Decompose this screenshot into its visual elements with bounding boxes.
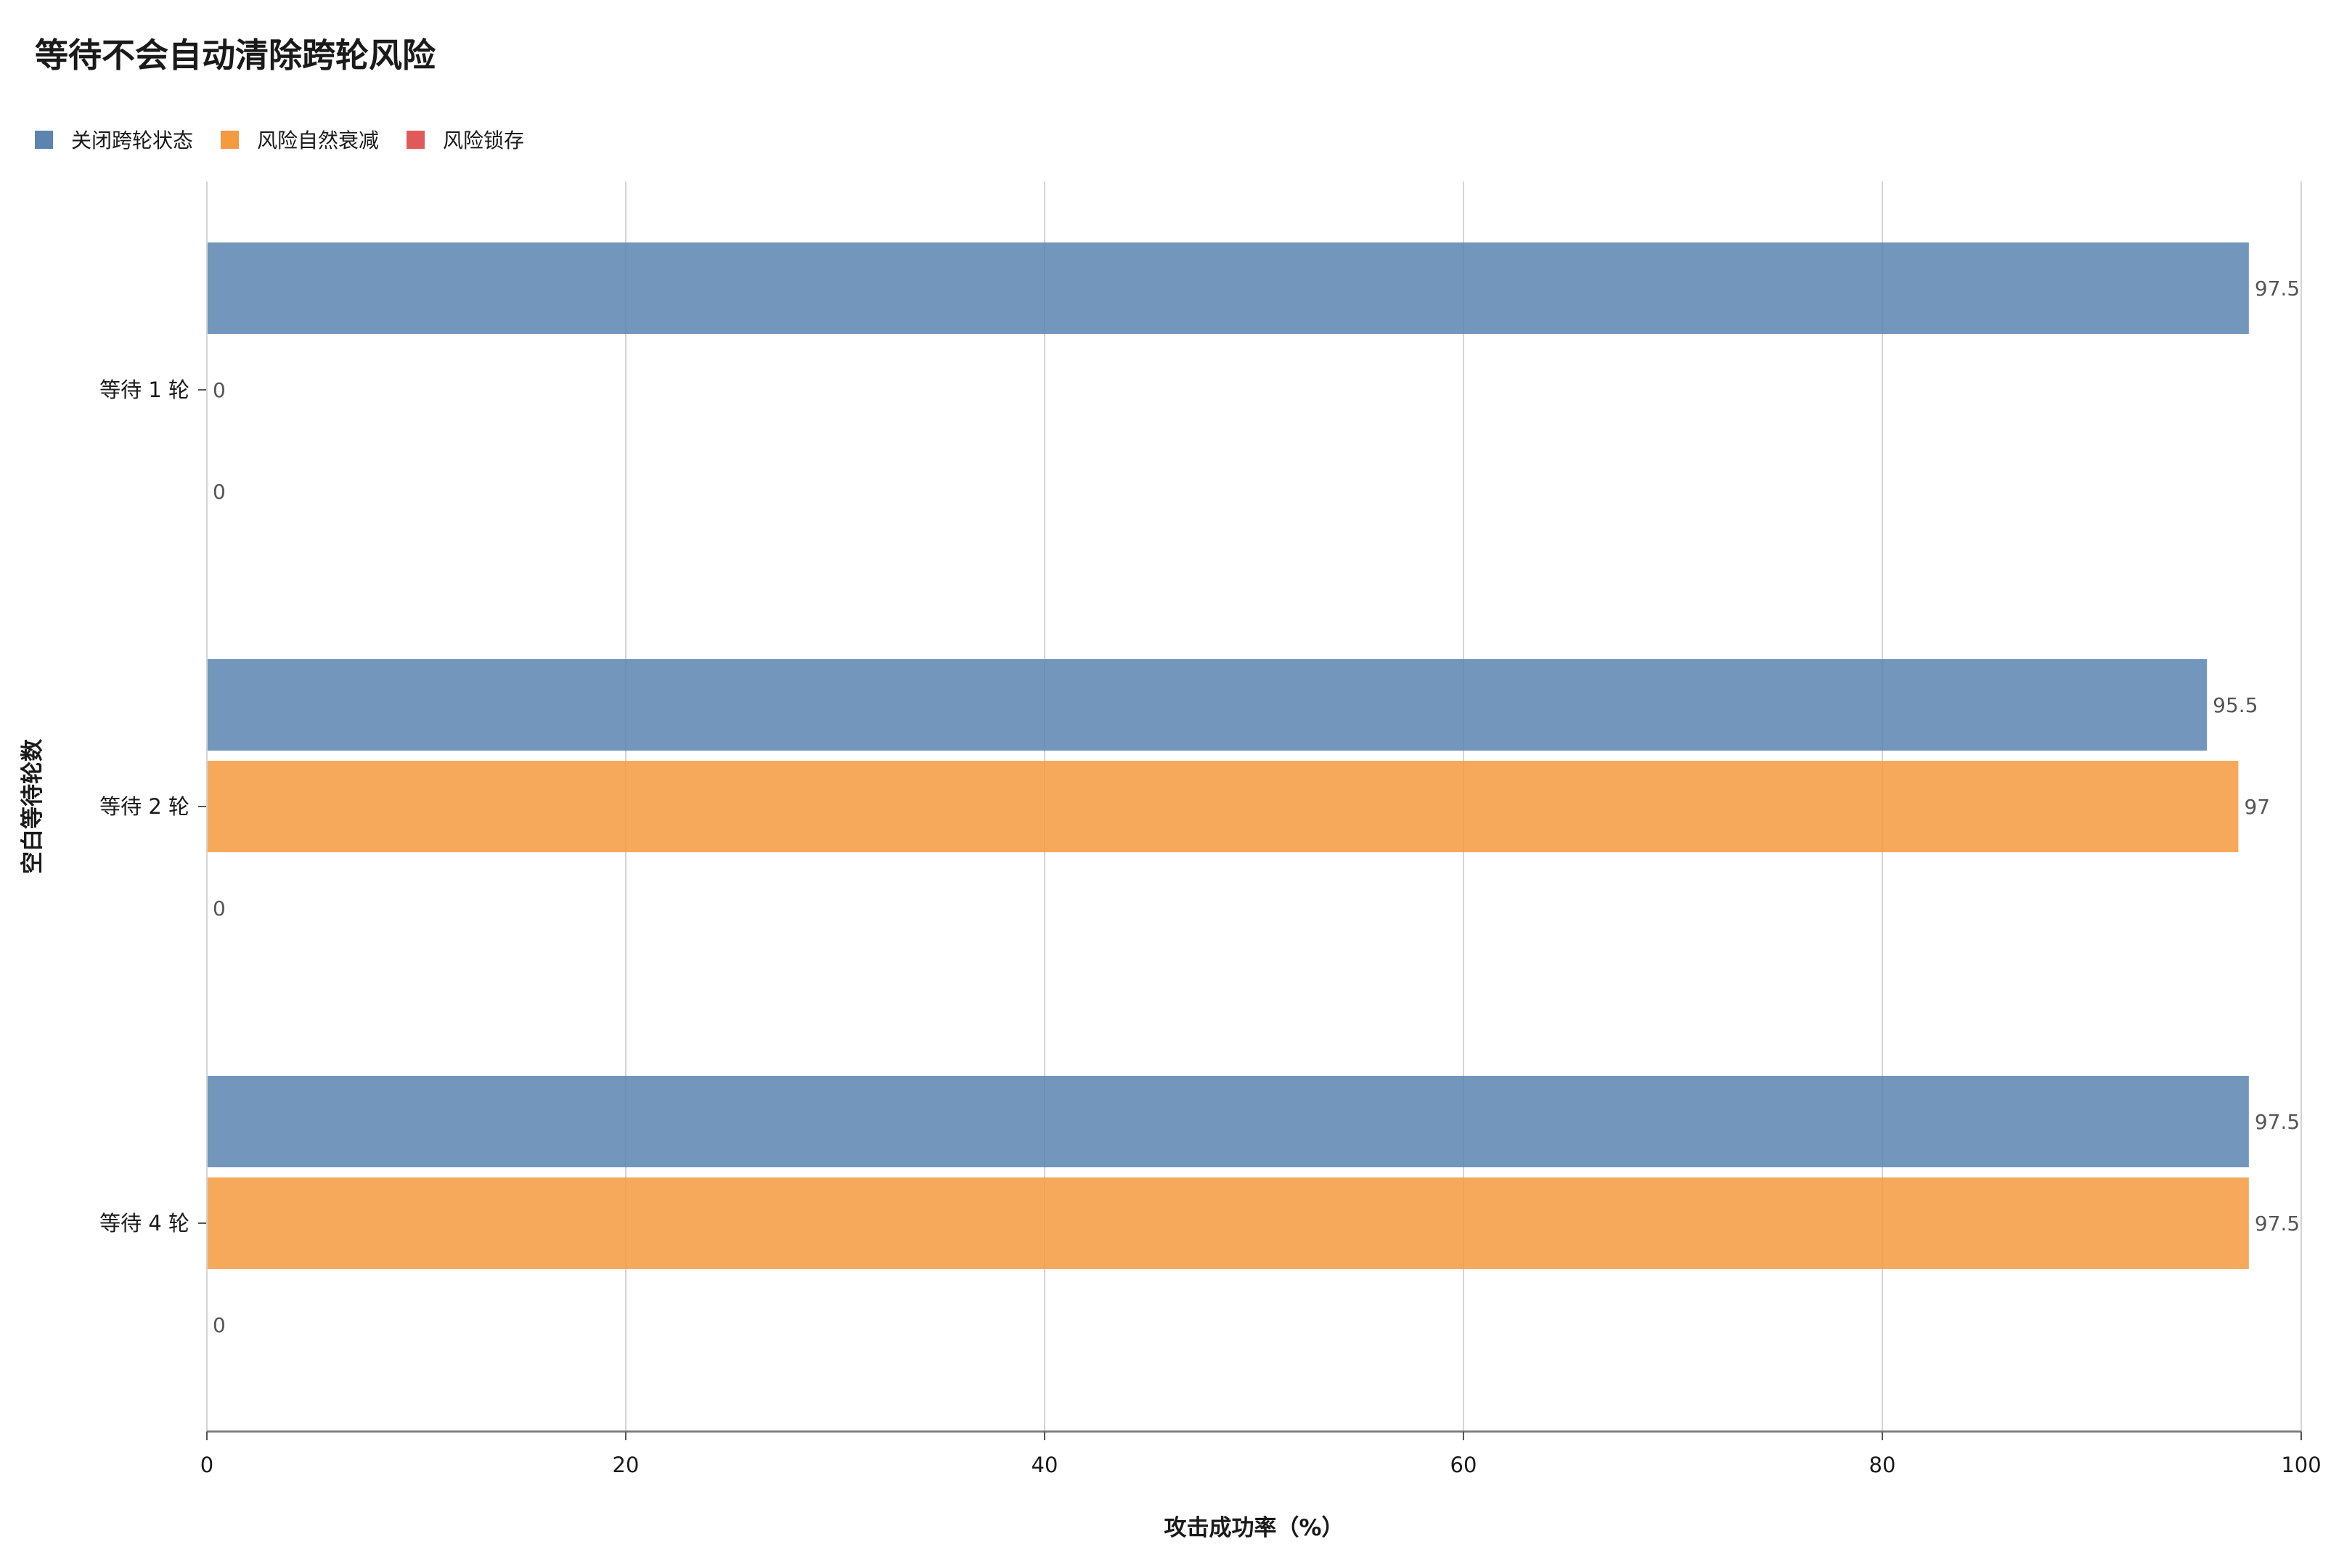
- legend-item-series-1: 风险自然衰减: [221, 125, 379, 154]
- bar-1-0: [207, 659, 2208, 751]
- x-tick-label-0: 0: [200, 1453, 213, 1477]
- legend-item-series-2: 风险锁存: [407, 125, 524, 154]
- value-label-0-0: 97.5: [2255, 277, 2300, 301]
- chart-title: 等待不会自动清除跨轮风险: [35, 36, 436, 75]
- bar-1-1: [207, 761, 2239, 852]
- label-layer: 97.5 0 0 95.5 97 0 97.5 97.5 0: [213, 277, 2300, 1337]
- value-label-0-2: 0: [213, 480, 226, 504]
- legend-swatch-series-1: [221, 130, 240, 149]
- value-label-0-1: 0: [213, 378, 226, 402]
- legend-label-series-2: 风险锁存: [443, 128, 525, 152]
- x-tick-label-5: 100: [2281, 1453, 2321, 1477]
- legend-item-series-0: 关闭跨轮状态: [35, 125, 193, 154]
- x-tick-label-1: 20: [613, 1453, 640, 1477]
- axis-layer: 等待 1 轮等待 2 轮等待 4 轮 0 20 40 60 80 100: [99, 181, 2322, 1477]
- y-tick-label-1: 等待 2 轮: [99, 794, 189, 819]
- bar-0-0: [207, 242, 2249, 334]
- legend: 关闭跨轮状态 风险自然衰减 风险锁存: [35, 125, 552, 154]
- y-tick-label-0: 等待 1 轮: [99, 377, 189, 402]
- x-tick-label-4: 80: [1869, 1453, 1896, 1477]
- value-label-1-2: 0: [213, 897, 226, 920]
- legend-label-series-0: 关闭跨轮状态: [71, 128, 194, 152]
- x-tick-label-2: 40: [1032, 1453, 1058, 1477]
- legend-swatch-series-0: [35, 130, 53, 149]
- value-label-1-1: 97: [2244, 795, 2270, 819]
- x-tick-label-3: 60: [1450, 1453, 1477, 1477]
- bar-2-1: [207, 1177, 2249, 1269]
- value-label-2-1: 97.5: [2255, 1212, 2300, 1236]
- y-axis-title: 空白等待轮数: [20, 739, 46, 874]
- bar-layer: [207, 242, 2249, 1269]
- value-label-2-0: 97.5: [2255, 1110, 2300, 1134]
- legend-swatch-series-2: [407, 130, 425, 149]
- value-label-1-0: 95.5: [2213, 693, 2258, 717]
- bar-2-0: [207, 1076, 2249, 1167]
- y-tick-label-2: 等待 4 轮: [99, 1211, 189, 1236]
- value-label-2-2: 0: [213, 1313, 226, 1337]
- legend-label-series-1: 风险自然衰减: [257, 128, 380, 152]
- x-axis-title: 攻击成功率（%）: [1164, 1515, 1344, 1541]
